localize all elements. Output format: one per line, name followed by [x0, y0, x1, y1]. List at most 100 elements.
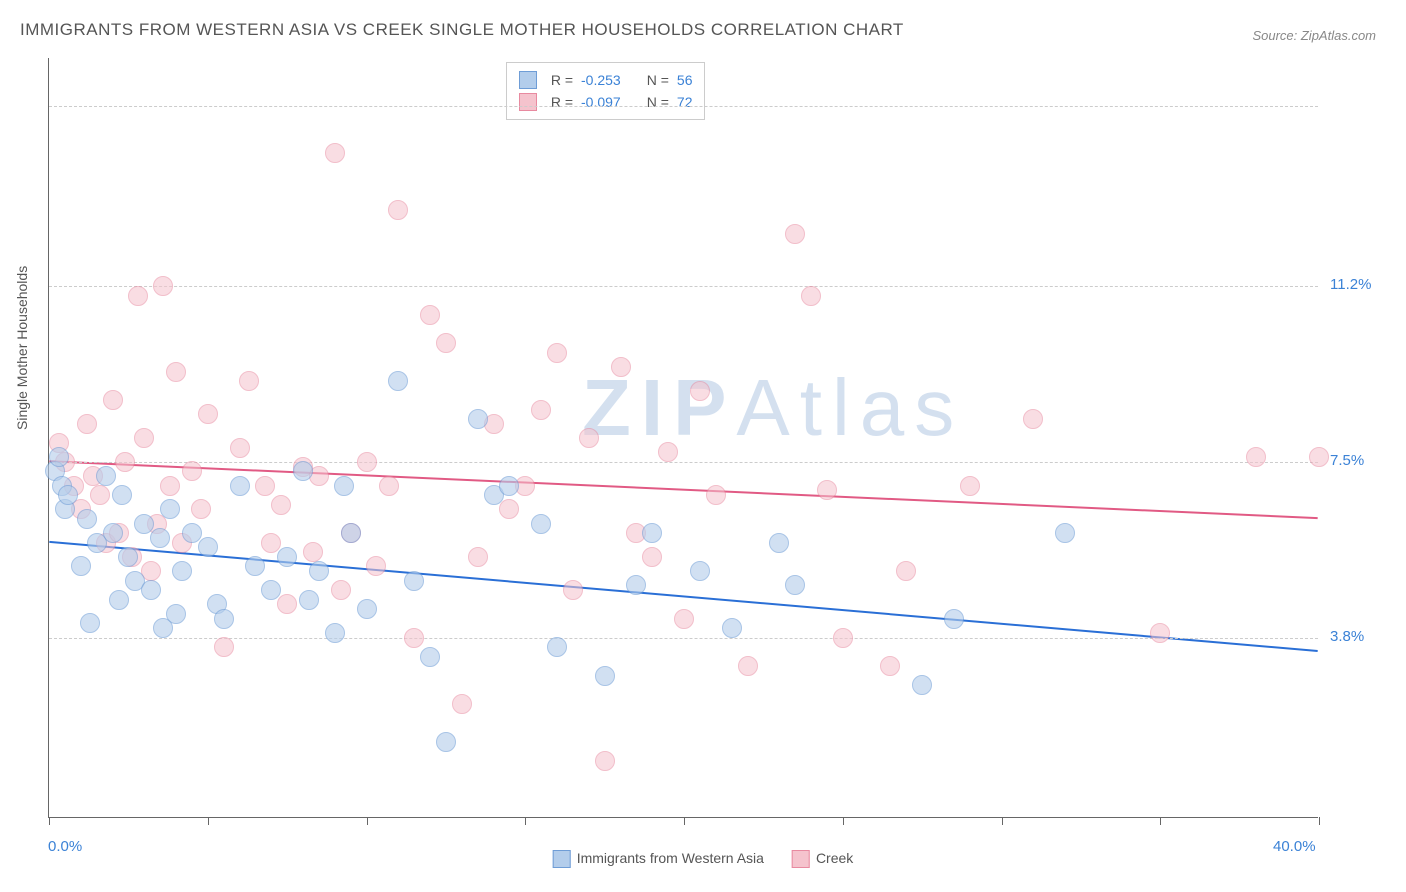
- x-tick: [208, 817, 209, 825]
- legend-swatch: [553, 850, 571, 868]
- legend-r-value: -0.097: [581, 94, 621, 110]
- scatter-point: [388, 200, 408, 220]
- scatter-point: [833, 628, 853, 648]
- scatter-point: [1150, 623, 1170, 643]
- scatter-point: [357, 452, 377, 472]
- x-tick: [843, 817, 844, 825]
- scatter-point: [341, 523, 361, 543]
- scatter-point: [499, 499, 519, 519]
- scatter-point: [214, 609, 234, 629]
- scatter-point: [690, 561, 710, 581]
- scatter-point: [198, 404, 218, 424]
- scatter-point: [357, 599, 377, 619]
- legend-item: Immigrants from Western Asia: [553, 850, 764, 868]
- scatter-point: [261, 580, 281, 600]
- scatter-point: [912, 675, 932, 695]
- legend-swatch: [519, 93, 537, 111]
- scatter-point: [166, 362, 186, 382]
- scatter-point: [191, 499, 211, 519]
- scatter-point: [468, 547, 488, 567]
- correlation-legend: R =-0.253N =56R =-0.097N =72: [506, 62, 706, 120]
- scatter-point: [738, 656, 758, 676]
- x-tick: [1160, 817, 1161, 825]
- scatter-point: [182, 523, 202, 543]
- scatter-point: [160, 476, 180, 496]
- scatter-point: [1023, 409, 1043, 429]
- scatter-point: [436, 333, 456, 353]
- legend-row: R = -0.253 N = 56: [519, 69, 693, 91]
- scatter-point: [103, 523, 123, 543]
- scatter-point: [642, 547, 662, 567]
- scatter-point: [817, 480, 837, 500]
- legend-label: Creek: [816, 850, 853, 866]
- scatter-point: [785, 224, 805, 244]
- watermark: ZIPAtlas: [582, 362, 964, 454]
- scatter-point: [80, 613, 100, 633]
- scatter-point: [960, 476, 980, 496]
- x-tick: [525, 817, 526, 825]
- x-tick: [367, 817, 368, 825]
- scatter-point: [706, 485, 726, 505]
- y-axis-label: Single Mother Households: [14, 266, 30, 430]
- scatter-point: [334, 476, 354, 496]
- scatter-point: [230, 476, 250, 496]
- y-tick-label: 3.8%: [1330, 628, 1364, 645]
- scatter-point: [160, 499, 180, 519]
- x-tick: [1319, 817, 1320, 825]
- chart-title: IMMIGRANTS FROM WESTERN ASIA VS CREEK SI…: [20, 20, 904, 40]
- scatter-point: [141, 580, 161, 600]
- scatter-point: [239, 371, 259, 391]
- scatter-point: [134, 514, 154, 534]
- scatter-point: [230, 438, 250, 458]
- scatter-point: [595, 666, 615, 686]
- legend-n-label: N =: [647, 72, 669, 88]
- legend-n-label: N =: [647, 94, 669, 110]
- scatter-point: [277, 547, 297, 567]
- scatter-point: [690, 381, 710, 401]
- scatter-point: [134, 428, 154, 448]
- scatter-point: [785, 575, 805, 595]
- scatter-point: [49, 447, 69, 467]
- scatter-point: [722, 618, 742, 638]
- scatter-point: [896, 561, 916, 581]
- scatter-point: [944, 609, 964, 629]
- legend-swatch: [792, 850, 810, 868]
- source-label: Source: ZipAtlas.com: [1252, 28, 1376, 43]
- scatter-point: [115, 452, 135, 472]
- scatter-point: [547, 637, 567, 657]
- scatter-point: [309, 561, 329, 581]
- x-tick-label: 0.0%: [48, 838, 82, 855]
- scatter-point: [880, 656, 900, 676]
- scatter-point: [293, 461, 313, 481]
- scatter-point: [128, 286, 148, 306]
- gridline-h: [49, 286, 1318, 287]
- y-tick-label: 7.5%: [1330, 452, 1364, 469]
- x-tick: [49, 817, 50, 825]
- scatter-point: [214, 637, 234, 657]
- scatter-point: [801, 286, 821, 306]
- scatter-point: [277, 594, 297, 614]
- series-legend: Immigrants from Western Asia Creek: [553, 850, 854, 868]
- legend-n-value: 56: [677, 72, 693, 88]
- legend-item: Creek: [792, 850, 853, 868]
- x-tick-label: 40.0%: [1273, 838, 1316, 855]
- scatter-point: [547, 343, 567, 363]
- scatter-point: [579, 428, 599, 448]
- scatter-point: [499, 476, 519, 496]
- legend-r-value: -0.253: [581, 72, 621, 88]
- scatter-point: [166, 604, 186, 624]
- scatter-point: [299, 590, 319, 610]
- scatter-point: [271, 495, 291, 515]
- legend-r-label: R =: [551, 94, 573, 110]
- scatter-point: [96, 466, 116, 486]
- scatter-point: [325, 143, 345, 163]
- legend-label: Immigrants from Western Asia: [577, 850, 764, 866]
- scatter-point: [150, 528, 170, 548]
- legend-r-label: R =: [551, 72, 573, 88]
- scatter-point: [303, 542, 323, 562]
- scatter-point: [404, 628, 424, 648]
- scatter-point: [404, 571, 424, 591]
- scatter-point: [642, 523, 662, 543]
- x-tick: [1002, 817, 1003, 825]
- scatter-point: [245, 556, 265, 576]
